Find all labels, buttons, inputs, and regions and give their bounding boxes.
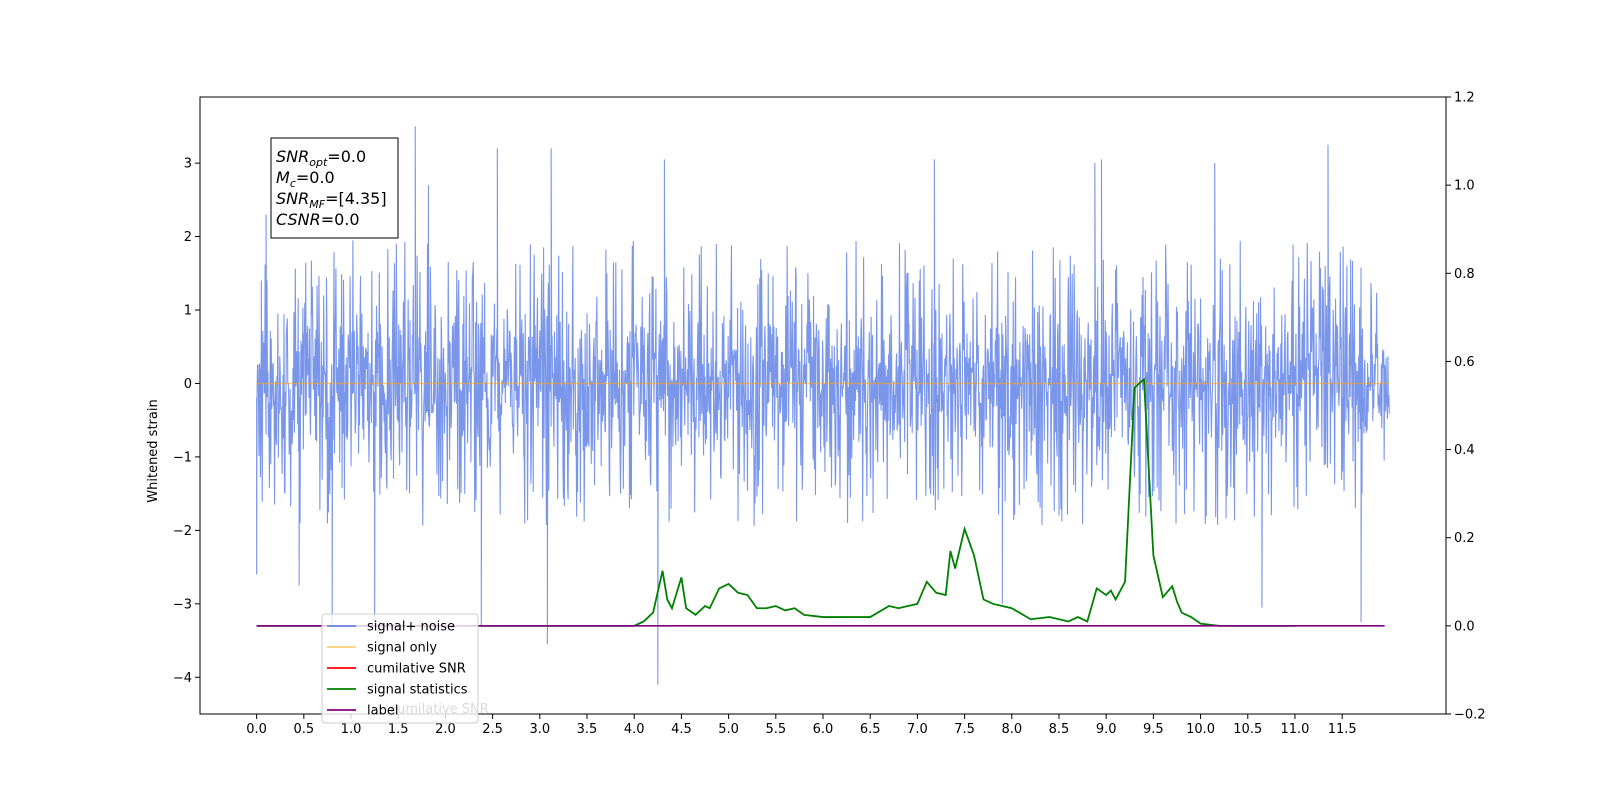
y-left-tick-label: −4 [173,671,192,686]
y-left-tick-label: −2 [173,524,192,539]
x-tick-label: 10.0 [1186,722,1215,737]
x-tick-label: 5.0 [718,722,739,737]
y-right-tick-label: 1.0 [1454,179,1475,194]
legend-label: signal statistics [367,683,468,698]
annotation-line: SNRMF=[4.35] [276,189,387,211]
y-right-tick-label: 0.2 [1454,531,1475,546]
legend-frame [321,613,479,724]
x-tick-label: 7.0 [907,722,928,737]
series-signal-noise-line [256,126,1390,685]
x-tick-label: 11.0 [1280,722,1309,737]
x-tick-label: 2.5 [482,722,503,737]
x-tick-label: 10.5 [1233,722,1262,737]
legend-hidden-text: cumilative SNR [390,702,489,717]
x-tick-label: 4.5 [671,722,692,737]
y-right-tick-label: 0.6 [1454,355,1475,370]
y-right-tick-label: 0.0 [1454,619,1475,634]
x-tick-label: 9.5 [1143,722,1164,737]
x-tick-label: 8.5 [1049,722,1070,737]
x-tick-label: 11.5 [1328,722,1357,737]
y-right-tick-label: 1.2 [1454,91,1475,106]
y-left-tick-label: 0 [184,377,192,392]
legend-label: signal+ noise [367,620,455,635]
legend-label: signal only [367,641,437,656]
x-tick-label: 4.0 [624,722,645,737]
x-tick-label: 2.0 [435,722,456,737]
annotation-line: CSNR=0.0 [276,210,360,229]
y-left-tick-label: −1 [173,450,192,465]
y-right-tick-label: −0.2 [1454,708,1486,723]
x-tick-label: 9.0 [1096,722,1117,737]
x-tick-label: 0.0 [246,722,267,737]
y-right-tick-label: 0.8 [1454,267,1475,282]
y-axis-left: −4 −3 −2 −1 0 1 2 3 [173,157,200,686]
y-left-tick-label: −3 [173,597,192,612]
x-tick-label: 0.5 [293,722,314,737]
y-left-tick-label: 3 [184,157,192,172]
y-left-tick-label: 1 [184,304,192,319]
plot-lines [256,126,1390,685]
x-tick-label: 6.0 [813,722,834,737]
x-tick-label: 1.5 [388,722,409,737]
x-tick-label: 6.5 [860,722,881,737]
x-tick-label: 8.0 [1001,722,1022,737]
x-tick-label: 7.5 [954,722,975,737]
y-left-tick-label: 2 [184,230,192,245]
x-tick-label: 3.0 [529,722,550,737]
legend-label: cumilative SNR [367,662,466,677]
x-tick-label: 1.0 [341,722,362,737]
series-signal-statistics-line [256,377,1295,627]
y-right-tick-label: 0.4 [1454,443,1475,458]
annotation-frame [270,137,399,239]
x-axis: 0.0 0.5 1.0 1.5 2.0 2.5 3.0 3.5 4.0 4.5 5.0 5.5 6.0 6… [246,714,1357,737]
y-axis-label: Whitened strain [146,399,161,502]
annotation-line: Mc=0.0 [276,168,335,190]
x-tick-label: 5.5 [765,722,786,737]
legend-label: label [367,704,398,719]
x-tick-label: 3.5 [577,722,598,737]
annotation-line: SNRopt=0.0 [276,147,366,169]
legend: cumilative SNR signal+ noise signal only cu… [321,613,489,724]
y-axis-right: −0.2 0.0 0.2 0.4 0.6 0.8 1.0 1.2 [1446,91,1486,723]
